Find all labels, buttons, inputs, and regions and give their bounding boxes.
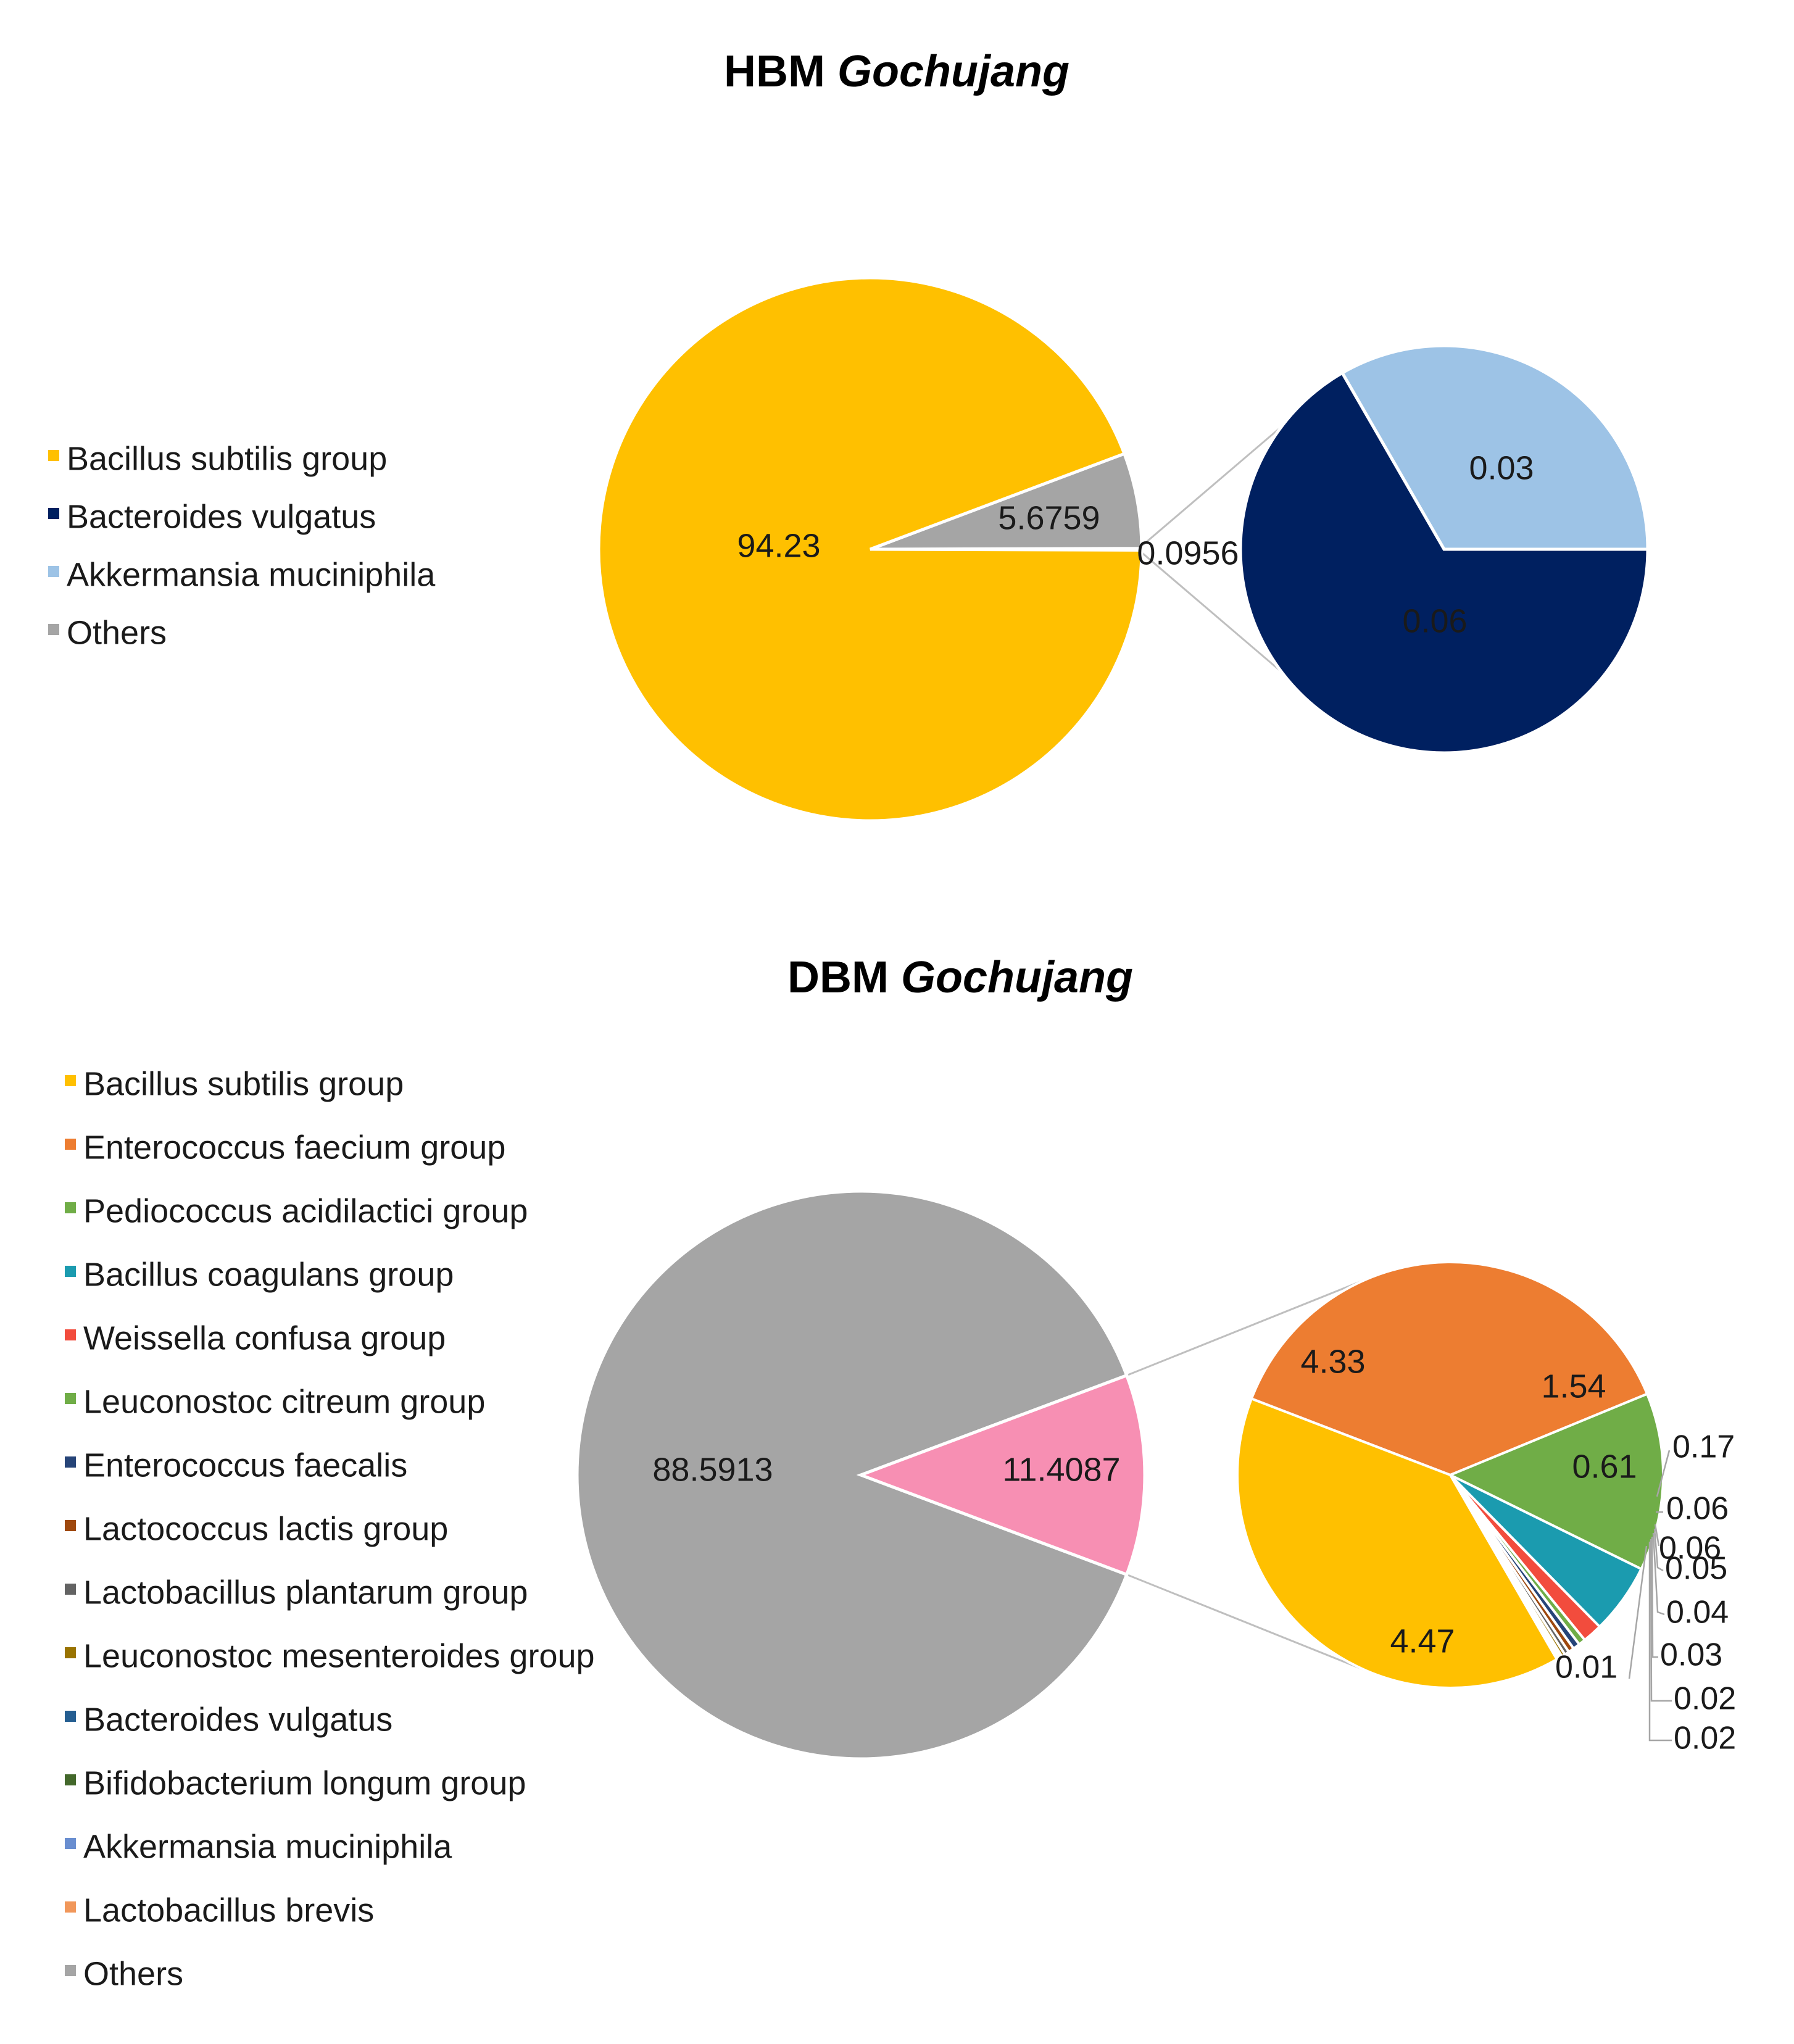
dbm-legend-marker-pediococcus-acidilactici-group [65, 1202, 76, 1213]
hbm-main-pie [597, 276, 1144, 823]
dbm-label-bifidobacterium-longum-group: 0.02 [1674, 1721, 1736, 1756]
dbm-legend-label-bacteroides-vulgatus: Bacteroides vulgatus [83, 1701, 392, 1738]
hbm-chart: HBM Gochujang Bacillus subtilis groupBac… [48, 47, 1650, 823]
dbm-secondary-slice-enterococcus-faecium-group [1250, 1261, 1649, 1477]
dbm-legend-marker-lactobacillus-plantarum-group [65, 1584, 76, 1595]
dbm-legend-label-leuconostoc-mesenteroides-group: Leuconostoc mesenteroides group [83, 1637, 595, 1674]
hbm-legend-marker-bacillus-subtilis-group [48, 450, 59, 461]
hbm-chart-title: HBM Gochujang [724, 47, 1069, 96]
hbm-legend-marker-bacteroides-vulgatus [48, 508, 59, 519]
dbm-legend-label-lactococcus-lactis-group: Lactococcus lactis group [83, 1510, 448, 1547]
dbm-leader-akkermansia [1628, 1545, 1648, 1679]
dbm-legend-marker-leuconostoc-mesenteroides-group [65, 1647, 76, 1658]
hbm-label-akkermansia-muciniphila: 0.03 [1469, 449, 1534, 486]
dbm-legend-marker-others [65, 1965, 76, 1976]
dbm-label-pediococcus-acidilactici-group: 1.54 [1541, 1368, 1606, 1405]
dbm-label-enterococcus-faecium-group: 4.33 [1300, 1343, 1365, 1380]
dbm-data-labels: 88.5913 11.40874.474.331.540.610.170.060.… [652, 1343, 1736, 1756]
dbm-label-akkermansia-muciniphila: 0.01 [1555, 1650, 1618, 1685]
hbm-data-labels: 94.23 5.6759 0.0956 0.03 0.06 [737, 449, 1534, 639]
hbm-legend-marker-akkermansia-muciniphila [48, 566, 59, 577]
hbm-secondary-slice-akkermansia-muciniphila [1340, 344, 1650, 551]
dbm-label-others: 88.5913 [652, 1451, 773, 1488]
dbm-secondary-slice-bacillus-subtilis-group [1236, 1397, 1559, 1689]
hbm-label-others: 5.6759 [998, 499, 1100, 536]
dbm-connector-top [1126, 1276, 1371, 1377]
dbm-legend-marker-lactococcus-lactis-group [65, 1520, 76, 1531]
dbm-legend-label-pediococcus-acidilactici-group: Pediococcus acidilactici group [83, 1192, 528, 1229]
dbm-label-bacillus-coagulans-group: 0.61 [1572, 1448, 1637, 1485]
dbm-legend-label-akkermansia-muciniphila: Akkermansia muciniphila [83, 1828, 452, 1865]
dbm-legend-label-others: Others [83, 1955, 183, 1992]
dbm-legend-marker-bifidobacterium-longum-group [65, 1774, 76, 1785]
dbm-leader-weissella [1656, 1450, 1671, 1497]
dbm-label-lactococcus-lactis-group: 0.05 [1665, 1551, 1727, 1587]
dbm-label-weissella-confusa-group: 0.17 [1672, 1429, 1735, 1465]
dbm-chart-title: DBM Gochujang [787, 953, 1133, 1002]
hbm-legend: Bacillus subtilis group Bacteroides vulga… [48, 440, 436, 651]
dbm-label-secondary-group: 11.4087 [1002, 1451, 1120, 1488]
hbm-label-bacteroides-vulgatus: 0.06 [1402, 602, 1467, 639]
dbm-legend-marker-enterococcus-faecalis [65, 1456, 76, 1468]
dbm-label-bacillus-subtilis-group: 4.47 [1390, 1622, 1455, 1660]
dbm-label-bacteroides-vulgatus: 0.02 [1674, 1681, 1736, 1717]
dbm-label-enterococcus-faecalis: 0.06 [1659, 1531, 1721, 1566]
dbm-legend-marker-weissella-confusa-group [65, 1329, 76, 1340]
dbm-label-leuconostoc-mesenteroides-group: 0.03 [1660, 1637, 1722, 1673]
dbm-legend-marker-bacillus-coagulans-group [65, 1266, 76, 1277]
dbm-legend-label-bacillus-subtilis-group: Bacillus subtilis group [83, 1065, 404, 1102]
dbm-label-leuconostoc-citreum-group: 0.06 [1666, 1491, 1729, 1527]
dbm-main-pie [575, 1189, 1147, 1761]
dbm-secondary-slice-pediococcus-acidilactici-group [1447, 1392, 1664, 1571]
dbm-legend-label-lactobacillus-brevis: Lactobacillus brevis [83, 1892, 374, 1929]
hbm-secondary-pie [1239, 344, 1650, 755]
dbm-label-lactobacillus-plantarum-group: 0.04 [1666, 1595, 1729, 1631]
dbm-leader-bifidobacterium [1648, 1542, 1672, 1742]
hbm-legend-label-others: Others [67, 614, 167, 651]
dbm-legend-label-enterococcus-faecalis: Enterococcus faecalis [83, 1447, 407, 1484]
dbm-main-slice-others [575, 1189, 1129, 1761]
dbm-legend: Bacillus subtilis group Enterococcus faec… [65, 1065, 595, 1992]
dbm-leader-lactococcus [1653, 1528, 1664, 1572]
hbm-label-bacillus-subtilis-group: 94.23 [737, 527, 820, 564]
dbm-secondary-pie [1236, 1261, 1664, 1689]
dbm-legend-label-lactobacillus-plantarum-group: Lactobacillus plantarum group [83, 1574, 528, 1611]
hbm-legend-marker-others [48, 624, 59, 635]
hbm-legend-label-akkermansia-muciniphila: Akkermansia muciniphila [67, 556, 436, 593]
dbm-chart: DBM Gochujang Bacillus subtilis group Ent… [65, 953, 1736, 1992]
dbm-leader-bacteroides [1650, 1539, 1672, 1702]
dbm-main-slice-secondary-group [856, 1373, 1147, 1577]
hbm-main-slice-bacillus-subtilis-group [597, 276, 1144, 823]
dbm-leader-lactobacillus-plantarum [1652, 1532, 1665, 1616]
dbm-legend-label-bacillus-coagulans-group: Bacillus coagulans group [83, 1256, 454, 1293]
dbm-leader-lines [1628, 1450, 1672, 1742]
dbm-leader-enterococcus-faecalis [1654, 1524, 1660, 1547]
dbm-legend-label-weissella-confusa-group: Weissella confusa group [83, 1319, 446, 1356]
hbm-legend-label-bacillus-subtilis-group: Bacillus subtilis group [67, 440, 387, 477]
dbm-legend-marker-akkermansia-muciniphila [65, 1838, 76, 1849]
dbm-connector-lines [1126, 1276, 1371, 1674]
dbm-legend-marker-leuconostoc-citreum-group [65, 1393, 76, 1404]
dbm-legend-marker-bacteroides-vulgatus [65, 1711, 76, 1722]
dbm-legend-marker-lactobacillus-brevis [65, 1901, 76, 1913]
dbm-legend-label-bifidobacterium-longum-group: Bifidobacterium longum group [83, 1764, 526, 1801]
dbm-leader-leuconostoc-mesenteroides [1651, 1536, 1658, 1658]
dbm-legend-marker-bacillus-subtilis-group [65, 1075, 76, 1086]
dbm-connector-bottom [1126, 1573, 1371, 1674]
dbm-legend-label-enterococcus-faecium-group: Enterococcus faecium group [83, 1129, 505, 1166]
hbm-secondary-slice-bacteroides-vulgatus [1239, 370, 1650, 755]
dbm-legend-marker-enterococcus-faecium-group [65, 1139, 76, 1150]
hbm-legend-label-bacteroides-vulgatus: Bacteroides vulgatus [67, 498, 376, 535]
dbm-legend-label-leuconostoc-citreum-group: Leuconostoc citreum group [83, 1383, 485, 1420]
hbm-label-secondary-group: 0.0956 [1137, 534, 1239, 571]
